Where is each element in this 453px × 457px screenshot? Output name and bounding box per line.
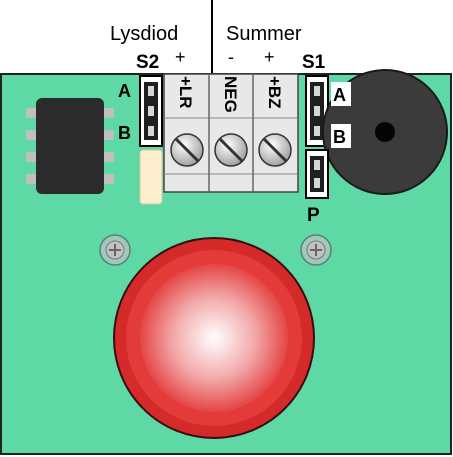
jumper-s1-pin-a: A — [333, 85, 346, 105]
header-lysdiod: Lysdiod — [110, 23, 178, 45]
led — [139, 149, 163, 205]
push-button[interactable] — [113, 237, 315, 439]
polarity-lysdiod-plus: + — [175, 47, 186, 67]
terminal-block — [163, 73, 299, 193]
terminal-label-lr: +LR — [176, 76, 195, 109]
jumper-s1-pin-a-bg — [331, 82, 351, 106]
jumper-p-label: P — [307, 205, 320, 226]
terminal-label-neg: NEG — [221, 76, 240, 113]
header-summer: Summer — [226, 23, 302, 45]
jumper-s1-label: S1 — [302, 52, 326, 73]
buzzer — [322, 69, 448, 195]
mounting-screw-right — [300, 234, 332, 266]
ic-chip — [26, 98, 114, 194]
jumper-s2-pin-a: A — [118, 81, 131, 101]
jumper-s2[interactable] — [139, 75, 163, 147]
jumper-p[interactable] — [305, 149, 329, 199]
terminal-screw-bz[interactable] — [258, 133, 292, 167]
terminal-screw-neg[interactable] — [214, 133, 248, 167]
mounting-screw-left — [99, 234, 131, 266]
jumper-s1-pin-b: B — [333, 127, 346, 147]
jumper-s2-label: S2 — [136, 52, 159, 73]
polarity-summer-plus: + — [264, 47, 275, 67]
jumper-s1-pin-b-bg — [331, 124, 351, 148]
terminal-label-bz: +BZ — [265, 76, 284, 109]
jumper-s2-pin-b: B — [118, 123, 131, 143]
polarity-summer-minus: - — [228, 47, 234, 67]
terminal-screw-lr[interactable] — [170, 133, 204, 167]
